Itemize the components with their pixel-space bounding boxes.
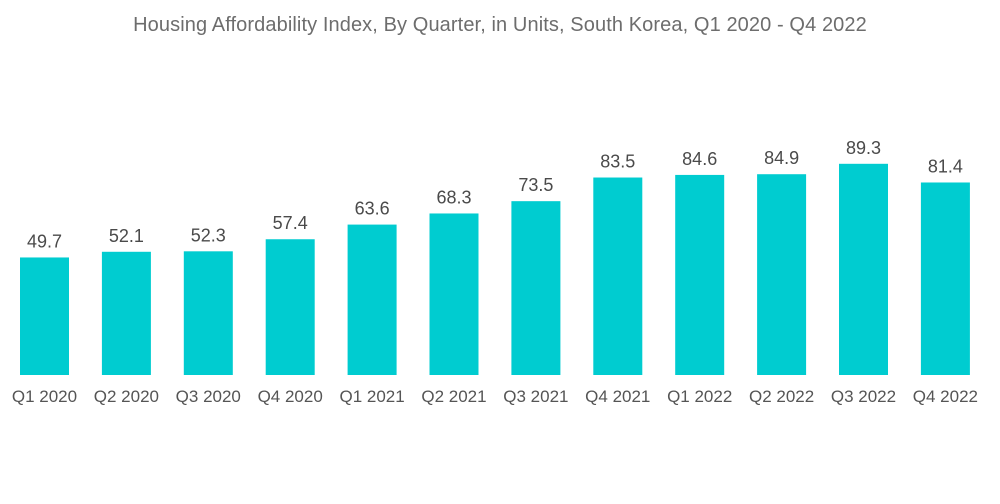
bar-q4-2022 xyxy=(920,182,970,375)
value-labels-group: 49.7 52.1 52.3 57.4 63.6 68.3 73.5 83.5 84.6 84.9… xyxy=(27,138,963,252)
data-label: 52.1 xyxy=(109,226,144,246)
x-tick-label: Q4 2021 xyxy=(585,387,650,406)
x-tick-label: Q3 2020 xyxy=(176,387,241,406)
bar-q2-2022 xyxy=(757,174,807,375)
data-label: 73.5 xyxy=(518,175,553,195)
x-tick-label: Q1 2022 xyxy=(667,387,732,406)
bar-q3-2020 xyxy=(183,251,233,375)
data-label: 84.9 xyxy=(764,148,799,168)
data-label: 81.4 xyxy=(928,156,963,176)
category-labels-group: Q1 2020 Q2 2020 Q3 2020 Q4 2020 Q1 2021 Q2 20… xyxy=(12,387,978,406)
bar-q3-2022 xyxy=(839,163,888,375)
data-label: 68.3 xyxy=(436,187,471,207)
bar-q1-2020 xyxy=(20,257,69,375)
x-tick-label: Q3 2021 xyxy=(503,387,568,406)
x-tick-label: Q2 2020 xyxy=(94,387,159,406)
bars-group xyxy=(20,163,970,375)
bar-q1-2021 xyxy=(347,224,397,375)
x-tick-label: Q4 2020 xyxy=(258,387,323,406)
data-label: 52.3 xyxy=(191,225,226,245)
data-label: 84.6 xyxy=(682,149,717,169)
x-tick-label: Q2 2021 xyxy=(421,387,486,406)
x-tick-label: Q3 2022 xyxy=(831,387,896,406)
data-label: 83.5 xyxy=(600,152,635,172)
x-tick-label: Q2 2022 xyxy=(749,387,814,406)
data-label: 57.4 xyxy=(273,213,308,233)
bar-q4-2021 xyxy=(593,177,643,375)
chart-title: Housing Affordability Index, By Quarter,… xyxy=(133,14,867,36)
bar-q4-2020 xyxy=(265,239,315,375)
data-label: 49.7 xyxy=(27,231,62,251)
x-tick-label: Q1 2021 xyxy=(339,387,404,406)
bar-q2-2021 xyxy=(429,213,479,375)
data-label: 63.6 xyxy=(355,199,390,219)
bar-q3-2021 xyxy=(511,201,561,375)
bar-q2-2020 xyxy=(101,251,151,375)
bar-q1-2022 xyxy=(675,174,725,375)
x-tick-label: Q1 2020 xyxy=(12,387,77,406)
data-label: 89.3 xyxy=(846,138,881,158)
x-tick-label: Q4 2022 xyxy=(913,387,978,406)
